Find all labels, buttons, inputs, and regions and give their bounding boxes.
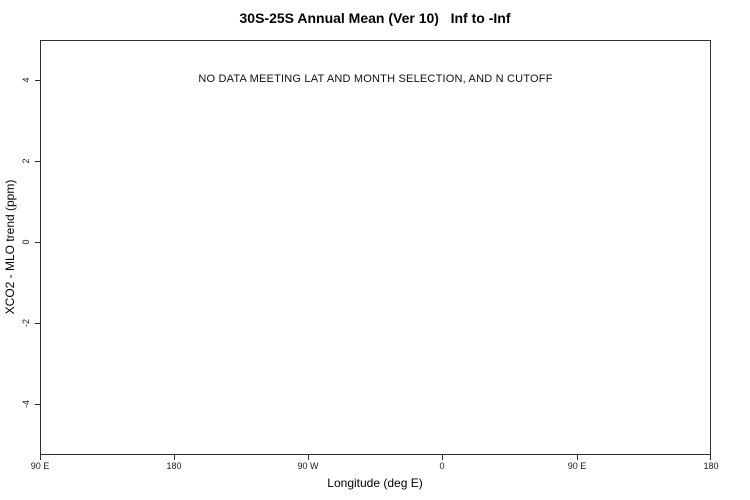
x-tick-label: 180	[166, 461, 182, 471]
y-tick-label: 0	[21, 239, 31, 245]
x-tick-label: 90 E	[567, 461, 587, 471]
y-tick-label: -2	[21, 318, 31, 328]
x-tick-mark	[40, 455, 41, 460]
y-axis-label: XCO2 - MLO trend (ppm)	[3, 179, 17, 315]
x-tick-mark	[577, 455, 578, 460]
x-tick-label: 0	[439, 461, 445, 471]
y-tick-label: -4	[21, 399, 31, 409]
x-tick-label: 180	[703, 461, 719, 471]
x-tick-mark	[308, 455, 309, 460]
y-tick-mark	[35, 242, 40, 243]
y-tick-mark	[35, 323, 40, 324]
x-axis-label: Longitude (deg E)	[327, 476, 423, 490]
y-tick-label: 4	[21, 77, 31, 83]
no-data-message: NO DATA MEETING LAT AND MONTH SELECTION,…	[198, 73, 553, 85]
y-tick-mark	[35, 80, 40, 81]
x-tick-mark	[174, 455, 175, 460]
x-tick-mark	[710, 455, 711, 460]
x-tick-mark	[442, 455, 443, 460]
plot-area	[40, 40, 711, 455]
x-tick-label: 90 W	[297, 461, 319, 471]
y-tick-label: 2	[21, 158, 31, 164]
x-tick-label: 90 E	[30, 461, 50, 471]
chart-title: 30S-25S Annual Mean (Ver 10) Inf to -Inf	[239, 10, 511, 26]
y-tick-mark	[35, 161, 40, 162]
y-tick-mark	[35, 404, 40, 405]
